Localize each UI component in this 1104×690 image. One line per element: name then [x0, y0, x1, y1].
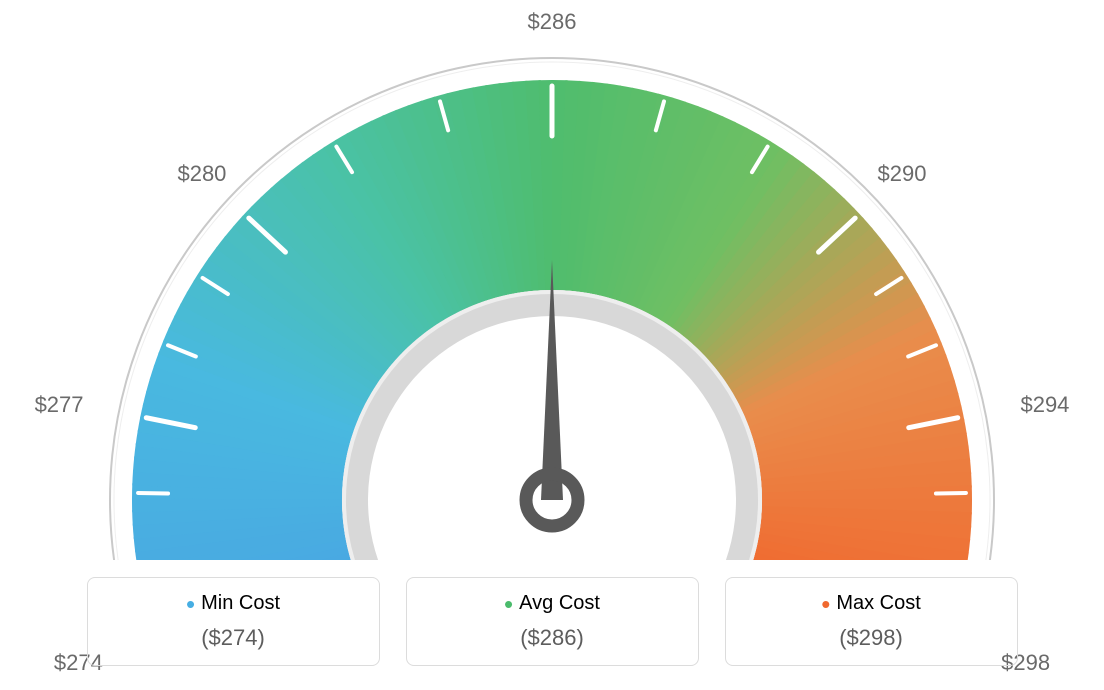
- dot-icon: •: [504, 589, 513, 619]
- dot-icon: •: [821, 589, 830, 619]
- legend-min-label: •Min Cost: [88, 592, 379, 615]
- gauge-tick-label: $280: [177, 161, 226, 187]
- gauge-svg: [32, 0, 1072, 560]
- legend-avg-cost: •Avg Cost ($286): [406, 577, 699, 666]
- legend-avg-value: ($286): [407, 625, 698, 651]
- legend-avg-label-text: Avg Cost: [519, 592, 600, 614]
- gauge-tick-label: $290: [878, 161, 927, 187]
- legend-max-label-text: Max Cost: [836, 592, 920, 614]
- legend-min-value: ($274): [88, 625, 379, 651]
- gauge-tick-label: $294: [1020, 392, 1069, 418]
- legend-min-cost: •Min Cost ($274): [87, 577, 380, 666]
- gauge-tick-label: $286: [528, 9, 577, 35]
- gauge-chart: [32, 0, 1072, 565]
- legend-max-cost: •Max Cost ($298): [725, 577, 1018, 666]
- legend-max-value: ($298): [726, 625, 1017, 651]
- legend-row: •Min Cost ($274) •Avg Cost ($286) •Max C…: [0, 577, 1104, 666]
- legend-max-label: •Max Cost: [726, 592, 1017, 615]
- legend-min-label-text: Min Cost: [201, 592, 280, 614]
- gauge-tick-label: $277: [35, 392, 84, 418]
- dot-icon: •: [186, 589, 195, 619]
- legend-avg-label: •Avg Cost: [407, 592, 698, 615]
